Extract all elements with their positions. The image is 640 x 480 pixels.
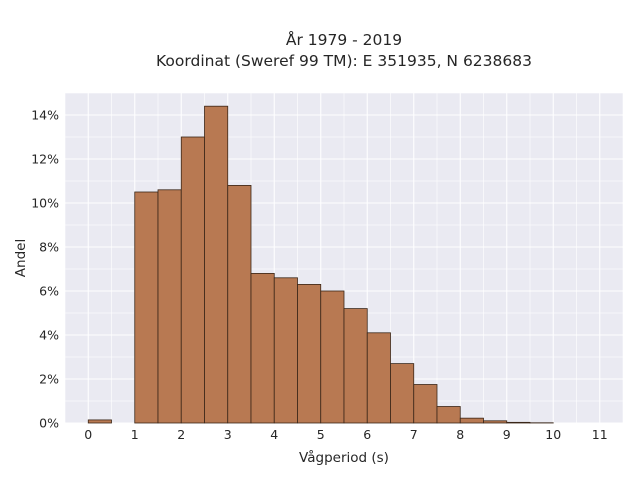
- x-tick-labels: 0 1 2 3 4 5 6 7 8 9 10 11: [84, 427, 607, 442]
- histogram-bar: [87, 419, 112, 424]
- histogram-bar: [459, 417, 484, 424]
- histogram-bar: [366, 332, 391, 424]
- y-tick-label: 14%: [31, 108, 59, 123]
- histogram-bar: [180, 136, 205, 424]
- chart-title-line-1: År 1979 - 2019: [286, 30, 402, 49]
- bars: [87, 105, 554, 424]
- y-tick-label: 4%: [39, 328, 59, 343]
- x-tick-label: 2: [177, 427, 185, 442]
- histogram-bar: [204, 105, 229, 424]
- x-tick-label: 3: [224, 427, 232, 442]
- y-tick-label: 2%: [39, 372, 59, 387]
- x-tick-label: 9: [503, 427, 511, 442]
- histogram-bar: [390, 363, 415, 424]
- histogram-bar: [297, 283, 322, 424]
- histogram-bar: [483, 420, 508, 424]
- y-tick-label: 12%: [31, 152, 59, 167]
- x-tick-label: 7: [410, 427, 418, 442]
- histogram-bar: [436, 406, 461, 424]
- histogram-bar: [413, 384, 438, 424]
- x-tick-label: 6: [363, 427, 371, 442]
- x-tick-label: 10: [545, 427, 561, 442]
- x-tick-label: 8: [456, 427, 464, 442]
- y-tick-label: 10%: [31, 196, 59, 211]
- histogram-bar: [157, 189, 182, 424]
- histogram-bar: [134, 191, 159, 424]
- x-tick-label: 5: [317, 427, 325, 442]
- histogram-bar: [273, 277, 298, 424]
- y-tick-label: 6%: [39, 284, 59, 299]
- y-tick-labels: 0% 2% 4% 6% 8% 10% 12% 14%: [31, 108, 59, 431]
- x-tick-label: 4: [270, 427, 278, 442]
- x-tick-label: 1: [131, 427, 139, 442]
- histogram-bar: [320, 290, 345, 424]
- x-axis-label: Vågperiod (s): [299, 449, 389, 466]
- histogram-bar: [506, 421, 531, 424]
- histogram-bar: [227, 184, 252, 424]
- x-tick-label: 11: [592, 427, 608, 442]
- y-tick-label: 8%: [39, 240, 59, 255]
- x-tick-label: 0: [84, 427, 92, 442]
- y-axis-label: Andel: [13, 239, 29, 277]
- histogram-bar: [343, 308, 368, 424]
- y-tick-label: 0%: [39, 416, 59, 431]
- chart-title-line-2: Koordinat (Sweref 99 TM): E 351935, N 62…: [156, 52, 532, 70]
- histogram-bar: [250, 272, 275, 424]
